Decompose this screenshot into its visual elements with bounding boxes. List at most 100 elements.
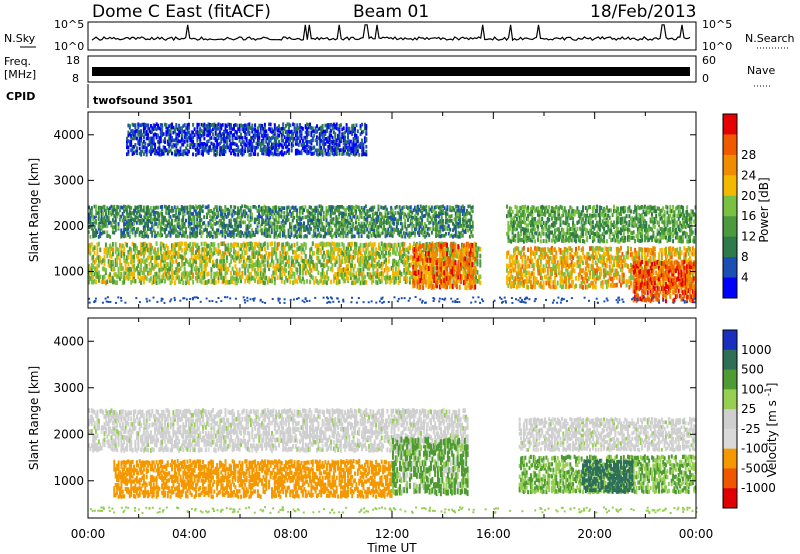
power-cell <box>420 266 423 272</box>
power-cell <box>106 206 109 210</box>
power-cell <box>315 225 318 230</box>
power-cell <box>393 242 396 248</box>
power-cell <box>290 206 293 210</box>
power-cell <box>317 136 320 141</box>
power-cell <box>309 279 311 285</box>
power-cell <box>341 231 343 235</box>
power-cell <box>274 231 277 235</box>
power-cell <box>141 133 144 137</box>
power-cell <box>275 246 278 252</box>
power-cell <box>266 255 269 261</box>
power-cell <box>348 254 351 259</box>
power-cell <box>359 124 362 128</box>
power-cell <box>370 274 373 280</box>
power-cell <box>470 233 473 238</box>
power-cell <box>416 204 419 209</box>
power-cell <box>157 250 159 256</box>
power-cell <box>355 123 358 128</box>
power-cell <box>102 221 105 225</box>
power-cell <box>470 206 473 210</box>
power-cell <box>468 211 471 216</box>
power-cell <box>380 221 383 226</box>
power-cell <box>258 241 261 247</box>
power-cell <box>215 231 218 236</box>
power-cell <box>358 143 361 148</box>
power-cell <box>161 212 164 216</box>
power-cell <box>349 212 352 216</box>
power-cell <box>473 260 476 265</box>
power-cell <box>417 284 420 290</box>
freq-tick-bottom: 8 <box>72 72 79 85</box>
power-cell <box>238 211 241 216</box>
power-cell <box>220 133 223 138</box>
power-cell <box>107 207 110 212</box>
power-cell <box>330 255 333 261</box>
power-cell <box>228 247 231 252</box>
power-cell <box>317 214 320 219</box>
power-cell <box>405 214 408 219</box>
power-cell <box>384 234 387 239</box>
power-cell <box>126 274 128 280</box>
power-cell <box>437 234 440 238</box>
power-cell <box>507 283 510 289</box>
power-cell <box>453 243 456 249</box>
power-cell <box>182 208 185 213</box>
power-cell <box>468 234 471 239</box>
power-cell <box>327 253 330 259</box>
power-cell <box>103 274 106 279</box>
power-cell <box>140 267 143 273</box>
power-cell <box>430 209 433 213</box>
power-cell <box>216 141 219 146</box>
power-cell <box>457 260 460 266</box>
power-cell <box>90 211 93 216</box>
power-cell <box>444 247 447 253</box>
power-cell <box>356 230 359 235</box>
power-cell <box>173 242 176 247</box>
power-cell <box>282 259 285 265</box>
power-cell <box>241 220 244 225</box>
power-cell <box>513 279 515 285</box>
power-cell <box>213 246 216 252</box>
power-cell <box>173 247 176 252</box>
power-cell <box>449 205 452 210</box>
power-cell <box>415 205 418 210</box>
power-cell <box>363 209 366 214</box>
power-cell <box>311 126 314 131</box>
power-cell <box>176 234 179 239</box>
power-cell <box>472 246 475 252</box>
power-cell <box>269 251 272 257</box>
power-cell <box>283 142 286 146</box>
power-cell <box>128 230 131 235</box>
power-cell <box>232 212 235 217</box>
power-cell <box>301 146 304 150</box>
power-cell <box>416 211 419 216</box>
power-cell <box>183 140 186 144</box>
power-cell <box>299 125 302 130</box>
power-cell <box>97 221 100 226</box>
power-cell <box>247 149 249 153</box>
power-cell <box>434 282 437 288</box>
power-cell <box>290 129 293 134</box>
power-cell <box>382 254 385 259</box>
power-cell <box>151 142 154 147</box>
power-cell <box>206 246 209 251</box>
power-cell <box>461 224 464 229</box>
power-cell <box>368 255 371 261</box>
power-cell <box>169 262 172 267</box>
power-cell <box>458 261 461 267</box>
power-cell <box>364 212 367 217</box>
power-cell <box>211 211 214 215</box>
power-cell <box>151 140 154 144</box>
power-cell <box>99 258 102 264</box>
power-cell <box>311 221 314 225</box>
power-cell <box>138 267 141 272</box>
power-cell <box>429 282 432 288</box>
power-cell <box>297 233 300 238</box>
power-cell <box>200 218 203 222</box>
power-cell <box>245 263 248 269</box>
power-cell <box>422 207 425 212</box>
power-cell <box>186 148 189 153</box>
power-cell <box>261 275 264 280</box>
power-cell <box>217 278 220 284</box>
power-cell <box>310 152 313 156</box>
